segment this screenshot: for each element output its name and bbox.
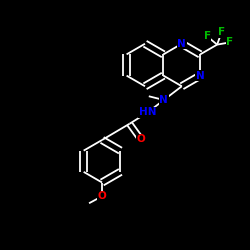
Text: F: F — [218, 28, 225, 38]
Text: HN: HN — [139, 108, 156, 118]
Text: N: N — [160, 95, 168, 105]
Text: F: F — [204, 31, 211, 41]
Text: N: N — [196, 70, 204, 81]
Text: N: N — [178, 39, 186, 49]
Text: F: F — [226, 37, 234, 47]
Text: O: O — [98, 191, 106, 201]
Text: O: O — [136, 134, 145, 144]
